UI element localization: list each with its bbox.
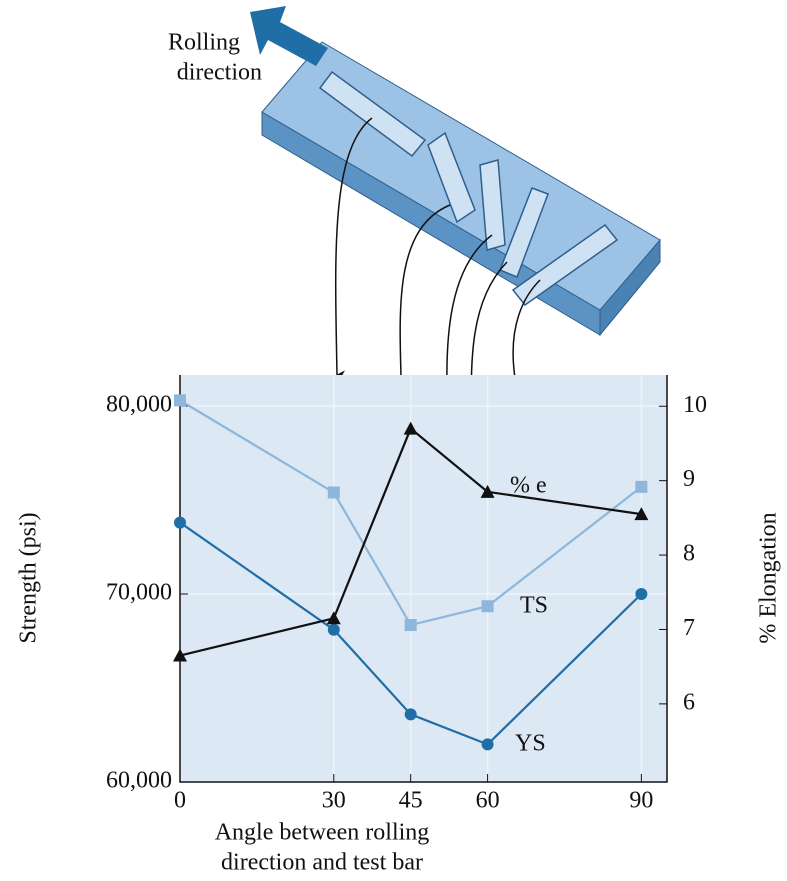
x-tick-label: 90 [629, 788, 653, 814]
marker [328, 624, 340, 636]
x-tick-label: 45 [399, 788, 423, 814]
y2-tick-label: 8 [683, 541, 695, 567]
marker [482, 738, 494, 750]
plate-diagram [250, 6, 660, 440]
marker [635, 481, 647, 493]
marker [482, 600, 494, 612]
y-tick-label: 70,000 [106, 580, 172, 606]
diagram-label: direction [177, 60, 262, 86]
x-tick-label: 30 [322, 788, 346, 814]
figure: Rolling direction Angle between rolling … [0, 0, 787, 881]
y-axis-label: Strength (psi) [16, 512, 42, 643]
x-axis-label: direction and test bar [221, 850, 423, 876]
marker [405, 619, 417, 631]
x-tick-label: 60 [476, 788, 500, 814]
marker [635, 588, 647, 600]
series-label: TS [520, 593, 548, 619]
y2-tick-label: 10 [683, 392, 707, 418]
plot-area [180, 375, 667, 782]
y2-axis-label: % Elongation [756, 512, 782, 643]
diagram-label: Rolling [168, 30, 240, 56]
marker [328, 486, 340, 498]
x-axis-label: Angle between rolling [215, 820, 430, 846]
series-label: YS [515, 731, 546, 757]
marker [174, 517, 186, 529]
x-tick-label: 0 [174, 788, 186, 814]
y2-tick-label: 6 [683, 689, 695, 715]
y-tick-label: 60,000 [106, 768, 172, 794]
y2-tick-label: 7 [683, 615, 695, 641]
marker [174, 394, 186, 406]
y-tick-label: 80,000 [106, 392, 172, 418]
marker [405, 708, 417, 720]
series-label: % e [510, 473, 547, 499]
y2-tick-label: 9 [683, 466, 695, 492]
